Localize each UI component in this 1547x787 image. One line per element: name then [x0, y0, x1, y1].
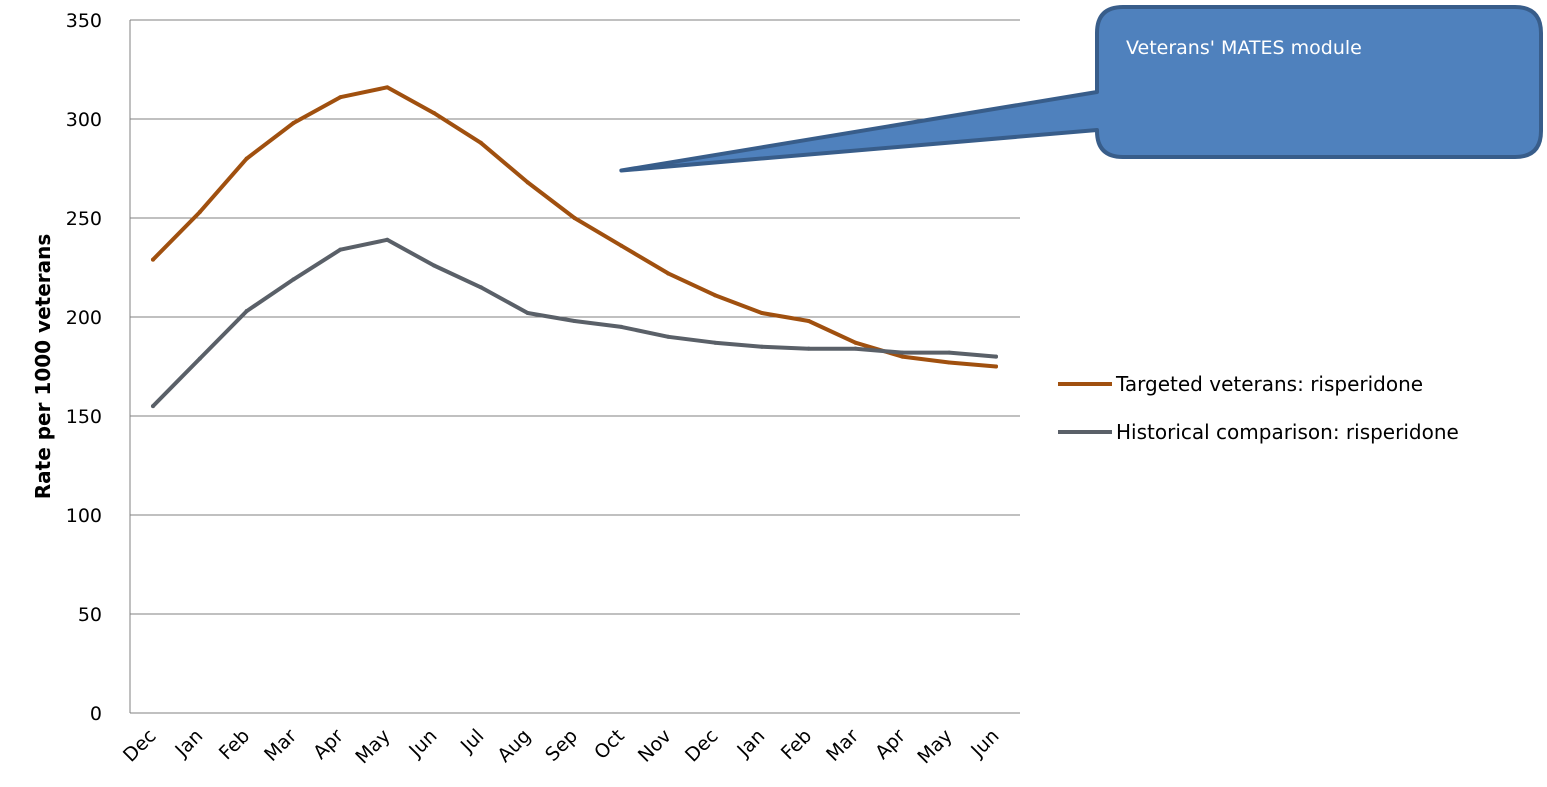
series-lines — [151, 85, 998, 409]
annotation-callout: Veterans' MATES module — [619, 5, 1543, 173]
y-tick-label: 50 — [78, 604, 102, 626]
y-tick-label: 200 — [66, 307, 102, 329]
data-point — [338, 247, 343, 252]
gridlines — [130, 19, 1020, 714]
data-point — [478, 285, 483, 290]
x-tick-label: Sep — [541, 725, 582, 766]
data-point — [759, 344, 764, 349]
data-point — [666, 271, 671, 276]
x-tick-label: Jan — [732, 725, 769, 762]
data-point — [432, 263, 436, 268]
callout-shape — [619, 5, 1543, 173]
data-point — [385, 85, 390, 90]
data-point — [525, 180, 530, 185]
data-point — [806, 346, 811, 351]
legend-label: Historical comparison: risperidone — [1116, 420, 1459, 444]
x-tick-label: Jun — [404, 725, 441, 762]
data-point — [853, 346, 858, 351]
data-point — [244, 156, 249, 161]
x-tick-label: Apr — [309, 725, 348, 764]
x-tick-label: May — [351, 725, 394, 768]
y-tick-label: 100 — [66, 505, 102, 527]
data-point — [853, 340, 858, 345]
data-point — [432, 111, 436, 116]
x-tick-label: Oct — [590, 725, 629, 764]
data-point — [619, 324, 624, 329]
data-point — [572, 216, 577, 220]
data-point — [900, 354, 905, 359]
legend-label: Targeted veterans: risperidone — [1115, 372, 1423, 396]
x-tick-label: Nov — [634, 725, 676, 767]
data-point — [759, 311, 764, 316]
x-tick-labels: Dec Jan Feb Mar Apr May Jun Jul Aug Sep Oct Nov Dec J… — [119, 725, 1004, 768]
data-point — [713, 340, 717, 345]
x-tick-label: Jun — [966, 725, 1003, 762]
data-point — [338, 95, 343, 100]
y-tick-label: 300 — [66, 109, 102, 131]
data-point — [572, 318, 577, 323]
y-tick-label: 150 — [66, 406, 102, 428]
callout-text: Veterans' MATES module — [1126, 37, 1362, 59]
data-point — [806, 318, 811, 323]
y-tick-label: 350 — [66, 10, 102, 32]
data-point — [478, 140, 483, 145]
data-point — [666, 334, 671, 339]
x-tick-label: Jan — [170, 725, 207, 762]
data-point — [994, 364, 998, 369]
legend: Targeted veterans: risperidone Historical… — [1058, 372, 1459, 444]
x-tick-label: Mar — [260, 725, 301, 766]
data-point — [947, 360, 952, 365]
data-point — [619, 243, 624, 248]
x-tick-label: Feb — [777, 725, 816, 764]
data-point — [197, 210, 202, 215]
y-tick-label: 250 — [66, 208, 102, 230]
x-tick-label: Dec — [681, 725, 723, 767]
y-tick-label: 0 — [90, 703, 102, 725]
x-tick-label: Aug — [493, 725, 535, 767]
data-point — [197, 356, 202, 361]
data-point — [385, 237, 390, 242]
data-point — [151, 404, 155, 409]
data-point — [900, 350, 905, 355]
data-point — [947, 350, 952, 355]
data-point — [291, 120, 296, 125]
y-axis-title: Rate per 1000 veterans — [31, 234, 55, 500]
x-tick-label: May — [913, 725, 956, 768]
data-point — [713, 293, 717, 298]
x-tick-label: Mar — [822, 725, 863, 766]
data-point — [244, 309, 249, 314]
x-tick-label: Dec — [119, 725, 161, 767]
x-tick-label: Feb — [215, 725, 254, 764]
y-tick-labels: 0 50 100 150 200 250 300 350 — [66, 10, 102, 725]
x-tick-label: Apr — [871, 725, 910, 764]
data-point — [525, 311, 530, 316]
data-point — [291, 277, 296, 282]
x-tick-label: Jul — [456, 725, 488, 757]
data-point — [994, 354, 998, 359]
data-point — [151, 257, 155, 262]
